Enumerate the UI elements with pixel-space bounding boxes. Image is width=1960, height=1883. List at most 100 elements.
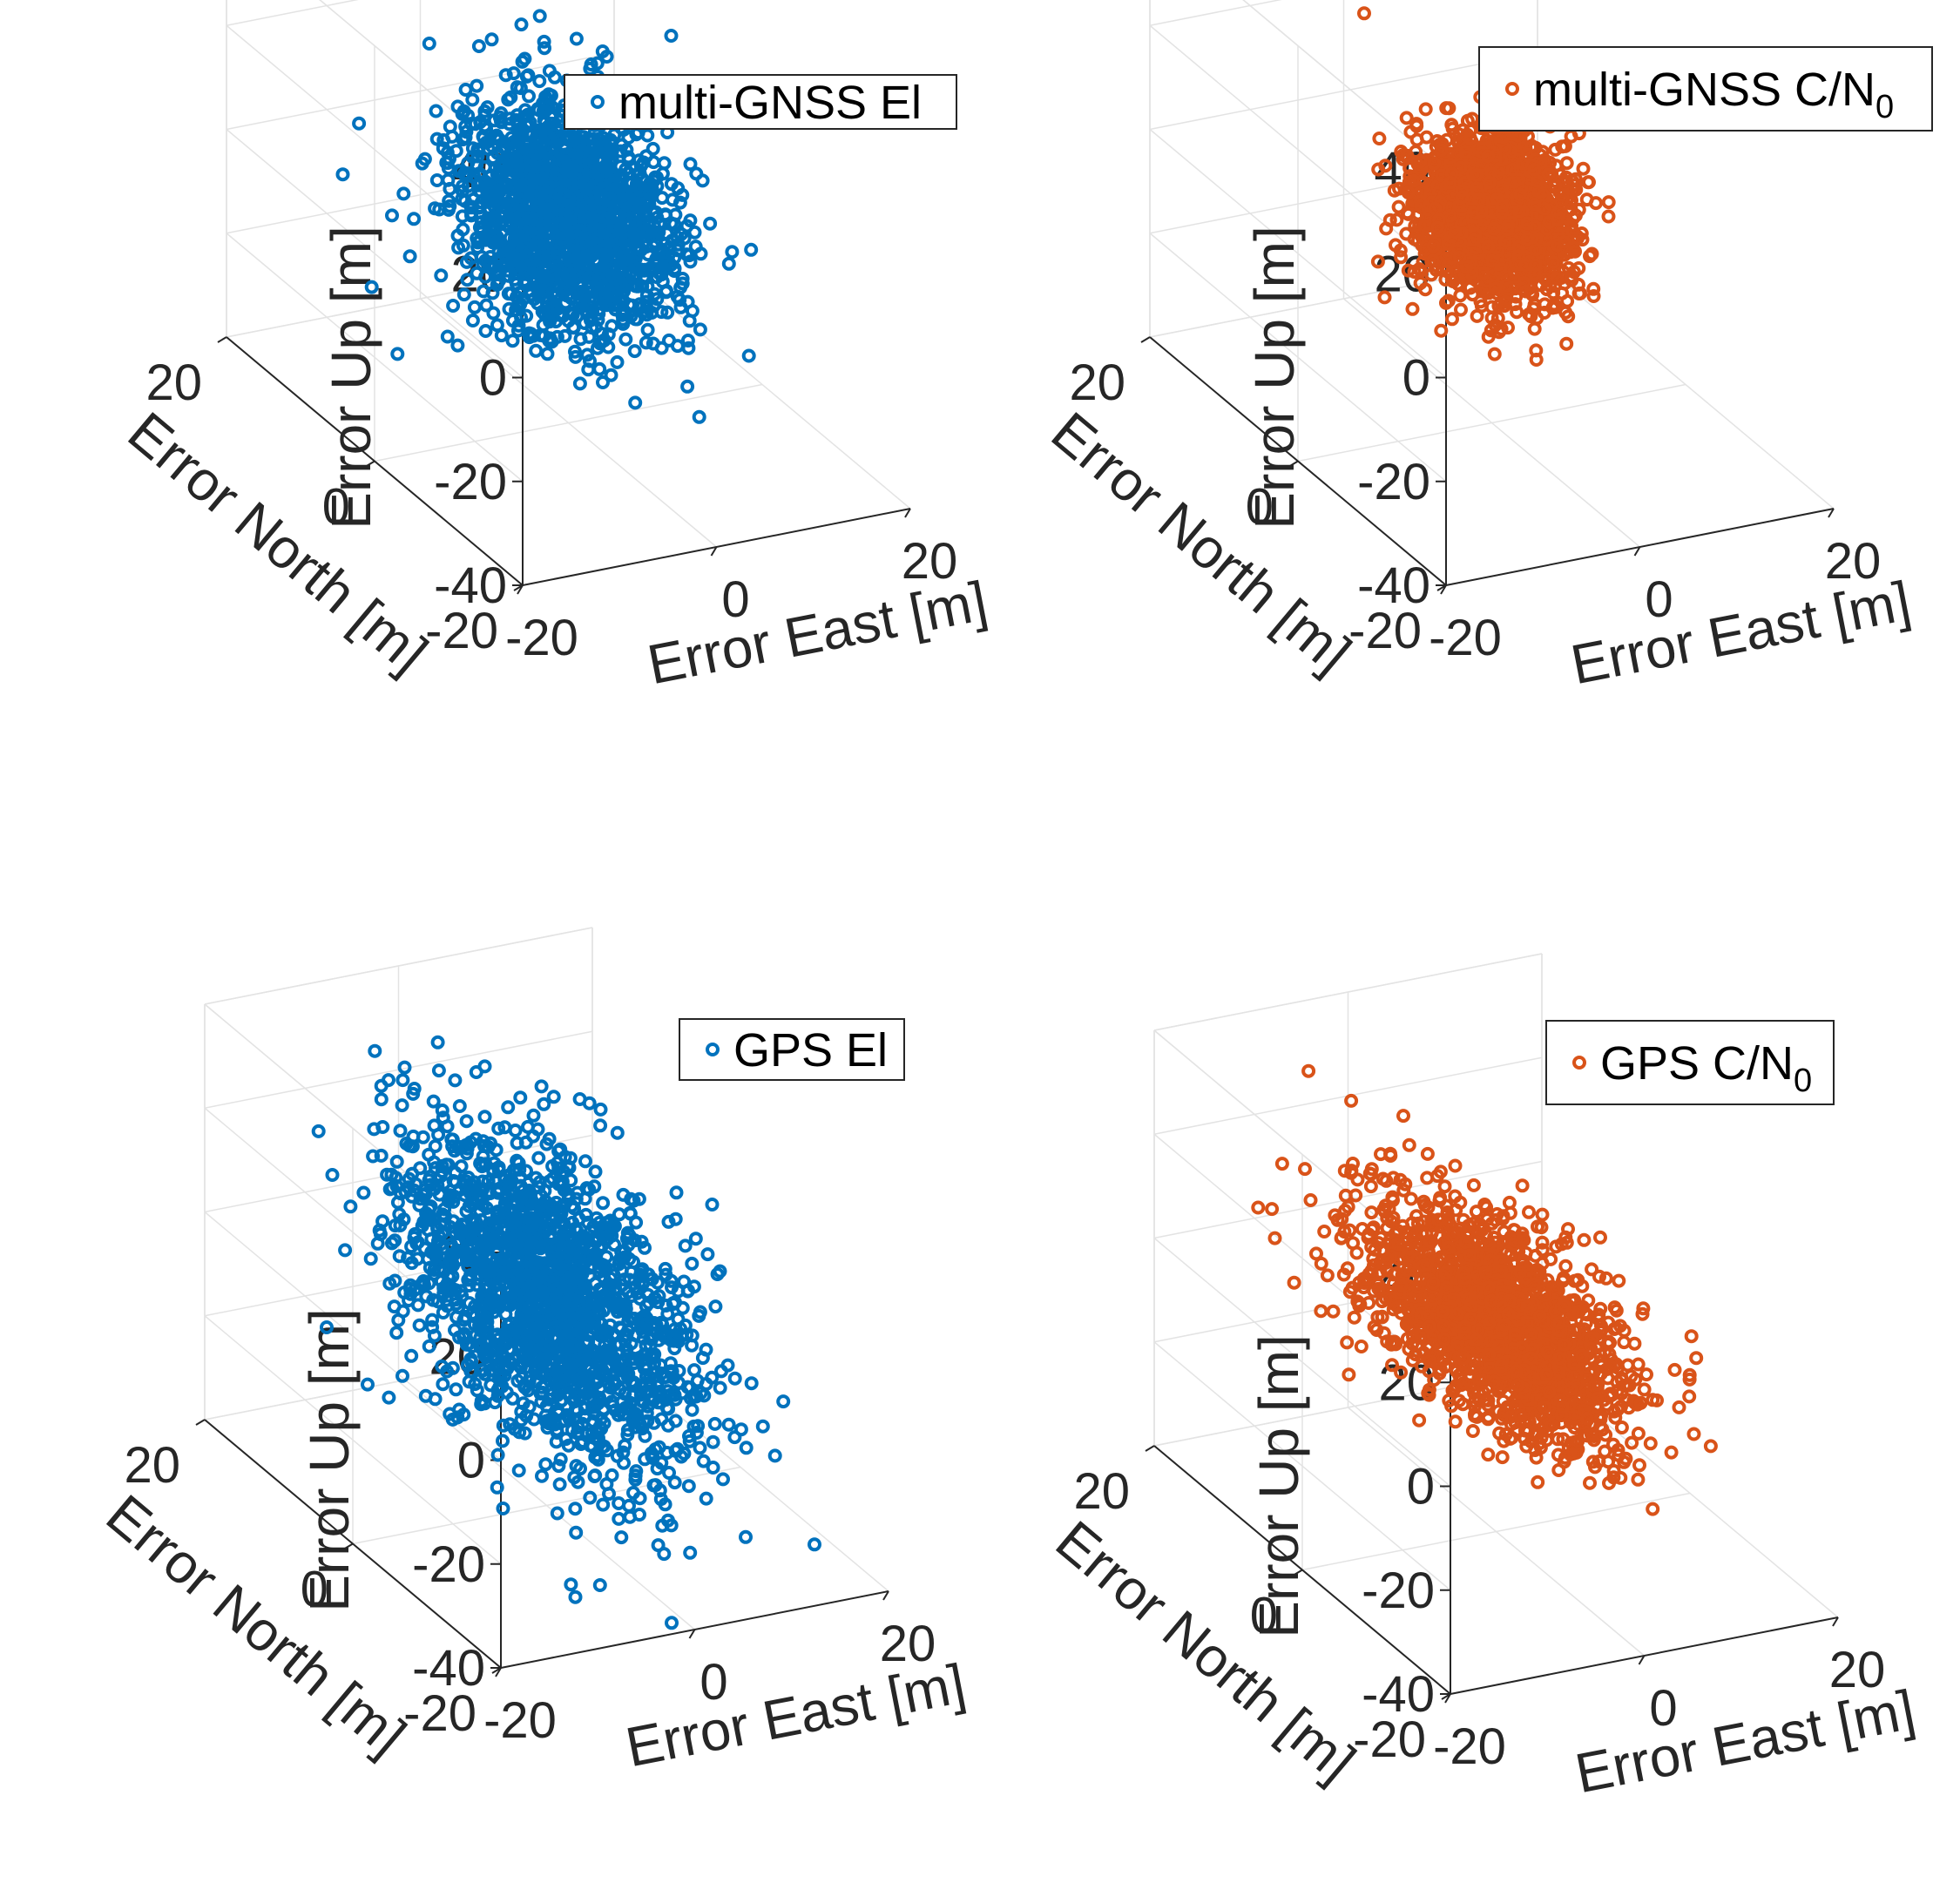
data-point [578, 1154, 592, 1169]
data-point [572, 376, 587, 391]
data-point [448, 1073, 463, 1088]
data-point [604, 368, 618, 382]
data-point [596, 375, 610, 389]
up-tick-label: -20 [434, 454, 507, 510]
data-point [638, 1428, 652, 1443]
data-point [446, 299, 461, 313]
data-point [741, 348, 756, 363]
data-point [628, 395, 643, 410]
data-point [1589, 196, 1603, 211]
data-point [537, 34, 551, 49]
scatter-series [311, 1035, 821, 1630]
data-point [364, 280, 379, 294]
data-point [592, 1578, 607, 1592]
data-point [470, 266, 484, 280]
data-point [513, 81, 528, 96]
data-point [1560, 294, 1575, 308]
data-point [593, 1102, 608, 1117]
data-point [683, 157, 698, 172]
data-point [456, 179, 470, 193]
data-point [558, 328, 572, 343]
data-point [618, 209, 633, 224]
data-point [479, 298, 494, 313]
east-tick-label: 20 [902, 533, 958, 590]
data-point [542, 334, 557, 348]
data-point [505, 1391, 520, 1406]
data-point [670, 243, 685, 258]
data-point [614, 1530, 629, 1545]
data-point [716, 1472, 730, 1487]
east-axis-label: Error East [m] [643, 569, 992, 696]
north-tick-label: -20 [1348, 603, 1422, 659]
data-point [507, 134, 522, 149]
data-point [496, 1434, 510, 1448]
data-point [456, 238, 470, 253]
data-point [513, 1090, 528, 1105]
data-point [617, 284, 632, 299]
data-point [725, 245, 740, 260]
data-point [568, 349, 583, 364]
data-point [616, 315, 631, 330]
data-point [514, 17, 529, 32]
data-point [440, 329, 455, 344]
data-point [695, 173, 710, 188]
data-point [590, 56, 605, 71]
data-point [508, 1124, 523, 1137]
data-point [688, 240, 703, 254]
data-point [432, 202, 447, 217]
data-point [484, 32, 499, 47]
east-tick-label: 0 [721, 571, 749, 628]
data-point [506, 66, 521, 81]
data-point [1465, 287, 1480, 302]
data-point [550, 1506, 564, 1521]
legend: multi-GNSS C/N0 [1478, 46, 1933, 132]
up-tick-label: 0 [457, 1433, 485, 1489]
data-point [529, 343, 544, 358]
data-point [422, 37, 436, 51]
data-point [568, 1502, 583, 1516]
data-point [639, 307, 654, 322]
scatter-series [335, 9, 759, 424]
data-point [1529, 343, 1544, 358]
north-tick [365, 460, 375, 468]
data-point [1454, 302, 1468, 317]
data-point [456, 287, 471, 302]
data-point [713, 1380, 727, 1395]
data-point [428, 1392, 443, 1407]
data-point [1357, 6, 1371, 21]
data-point [540, 347, 555, 361]
up-tick-label: -40 [434, 557, 507, 614]
data-point [436, 133, 451, 147]
data-point [522, 89, 536, 104]
data-point [449, 144, 463, 159]
data-point [591, 302, 606, 317]
data-point [464, 206, 478, 220]
legend: multi-GNSS El [564, 74, 957, 130]
data-point [682, 248, 697, 263]
data-point [744, 242, 759, 257]
data-point [1538, 272, 1552, 287]
data-point [498, 68, 513, 83]
data-point [470, 78, 484, 93]
data-point [515, 244, 529, 258]
legend-label-subscript: 0 [1876, 89, 1894, 125]
data-point [578, 1207, 593, 1222]
data-point [396, 186, 411, 201]
data-point [477, 1110, 492, 1124]
data-point [623, 266, 638, 280]
data-point [481, 211, 496, 226]
east-tick-label: -20 [1429, 610, 1502, 666]
data-point [509, 152, 524, 166]
data-point [450, 228, 465, 243]
data-point [569, 31, 584, 46]
data-point [1559, 156, 1574, 171]
north-tick-label: -20 [425, 603, 498, 659]
data-point [509, 302, 524, 317]
data-point [1546, 286, 1561, 300]
data-point [440, 1119, 455, 1134]
data-point [592, 361, 607, 376]
data-point [412, 1318, 427, 1333]
data-point [1401, 206, 1416, 221]
east-axis-label: Error East [m] [1566, 569, 1916, 696]
